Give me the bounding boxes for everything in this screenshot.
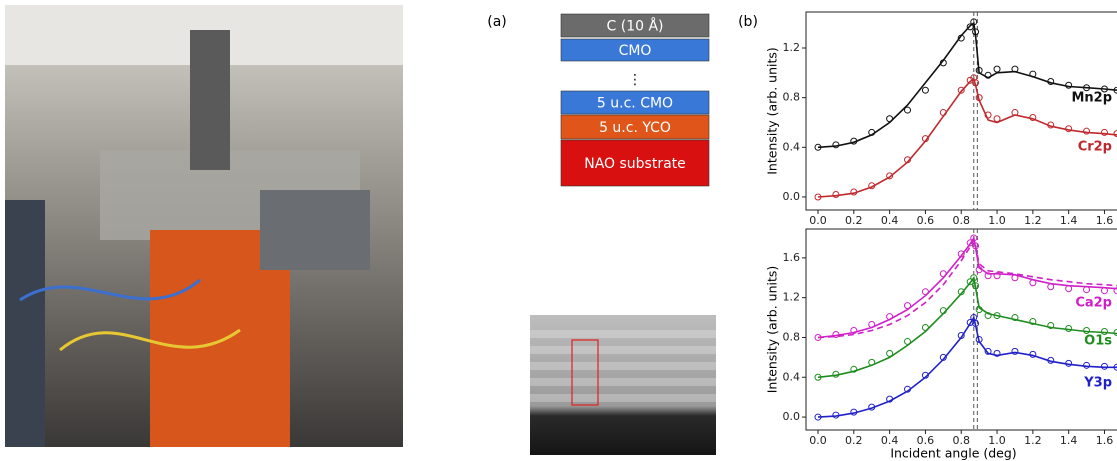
x-tick-label: 0.8 xyxy=(952,214,970,227)
x-tick-label: 0.4 xyxy=(881,214,899,227)
data-point xyxy=(905,107,911,113)
figure: (a) (b) C (10 Å) CMO ⋮ 5 u.c. CMO 5 u.c. YCO NA… xyxy=(0,0,1117,461)
x-tick-label: 0.0 xyxy=(809,214,827,227)
data-point xyxy=(1101,363,1107,369)
layer-label: 5 u.c. CMO xyxy=(597,96,673,112)
x-tick-label: 0.6 xyxy=(917,214,935,227)
lab-photo xyxy=(5,5,403,447)
data-point xyxy=(887,116,893,122)
data-point xyxy=(994,66,1000,72)
data-point xyxy=(833,191,839,197)
layer-label: NAO substrate xyxy=(584,156,686,172)
data-point xyxy=(940,271,946,277)
series-label: Mn2p xyxy=(1071,91,1112,106)
data-point xyxy=(905,338,911,344)
panel-label: (b) xyxy=(738,14,758,30)
data-point xyxy=(994,116,1000,122)
plot-area xyxy=(815,12,1117,210)
data-point xyxy=(1101,129,1107,135)
x-tick-label: 1.4 xyxy=(1060,434,1078,447)
x-tick-label: 1.0 xyxy=(988,214,1006,227)
x-axis-title: Incident angle (deg) xyxy=(890,446,1016,461)
data-point xyxy=(922,289,928,295)
y-axis-title: Intensity (arb. units) xyxy=(765,266,780,394)
series-label: Cr2p xyxy=(1078,140,1112,155)
layer-label: ⋮ xyxy=(628,72,642,88)
x-tick-label: 0.2 xyxy=(845,434,863,447)
y-axis-title: Intensity (arb. units) xyxy=(765,47,780,175)
data-point xyxy=(922,325,928,331)
data-point xyxy=(1084,128,1090,134)
data-point xyxy=(1012,348,1018,354)
series-label: Y3p xyxy=(1083,376,1112,391)
layer-label: C (10 Å) xyxy=(607,18,664,35)
chart: 0.00.20.40.60.81.01.21.41.60.00.40.81.21… xyxy=(765,229,1117,461)
y-tick-label: 0.0 xyxy=(783,190,801,203)
layer-label: 5 u.c. YCO xyxy=(599,120,671,136)
data-point xyxy=(1030,280,1036,286)
data-point xyxy=(1084,287,1090,293)
y-tick-label: 0.0 xyxy=(783,410,801,423)
x-tick-label: 1.6 xyxy=(1096,214,1114,227)
data-point xyxy=(1101,288,1107,294)
data-point xyxy=(922,87,928,93)
series-label: Ca2p xyxy=(1075,296,1112,311)
y-tick-label: 0.4 xyxy=(783,370,801,383)
data-point xyxy=(833,142,839,148)
plot-area xyxy=(815,229,1117,430)
series-label: O1s xyxy=(1084,334,1112,349)
y-tick-label: 1.6 xyxy=(783,251,801,264)
x-tick-label: 1.4 xyxy=(1060,214,1078,227)
panel-label: (a) xyxy=(487,14,507,30)
plot-frame xyxy=(806,12,1117,210)
x-tick-label: 1.2 xyxy=(1024,434,1042,447)
x-tick-label: 1.6 xyxy=(1096,434,1114,447)
stem-image xyxy=(530,315,716,455)
figure-canvas: (a) (b) C (10 Å) CMO ⋮ 5 u.c. CMO 5 u.c. YCO NA… xyxy=(0,0,1117,461)
y-tick-label: 1.2 xyxy=(783,41,801,54)
data-point xyxy=(1048,284,1054,290)
y-tick-label: 0.4 xyxy=(783,140,801,153)
x-tick-label: 1.2 xyxy=(1024,214,1042,227)
y-tick-label: 0.8 xyxy=(783,91,801,104)
x-tick-label: 0.0 xyxy=(809,434,827,447)
x-tick-label: 0.2 xyxy=(845,214,863,227)
data-point xyxy=(887,350,893,356)
data-point xyxy=(1066,286,1072,292)
y-tick-label: 1.2 xyxy=(783,291,801,304)
data-point xyxy=(1012,275,1018,281)
y-tick-label: 0.8 xyxy=(783,330,801,343)
layer-label: CMO xyxy=(619,43,652,59)
data-point xyxy=(905,303,911,309)
